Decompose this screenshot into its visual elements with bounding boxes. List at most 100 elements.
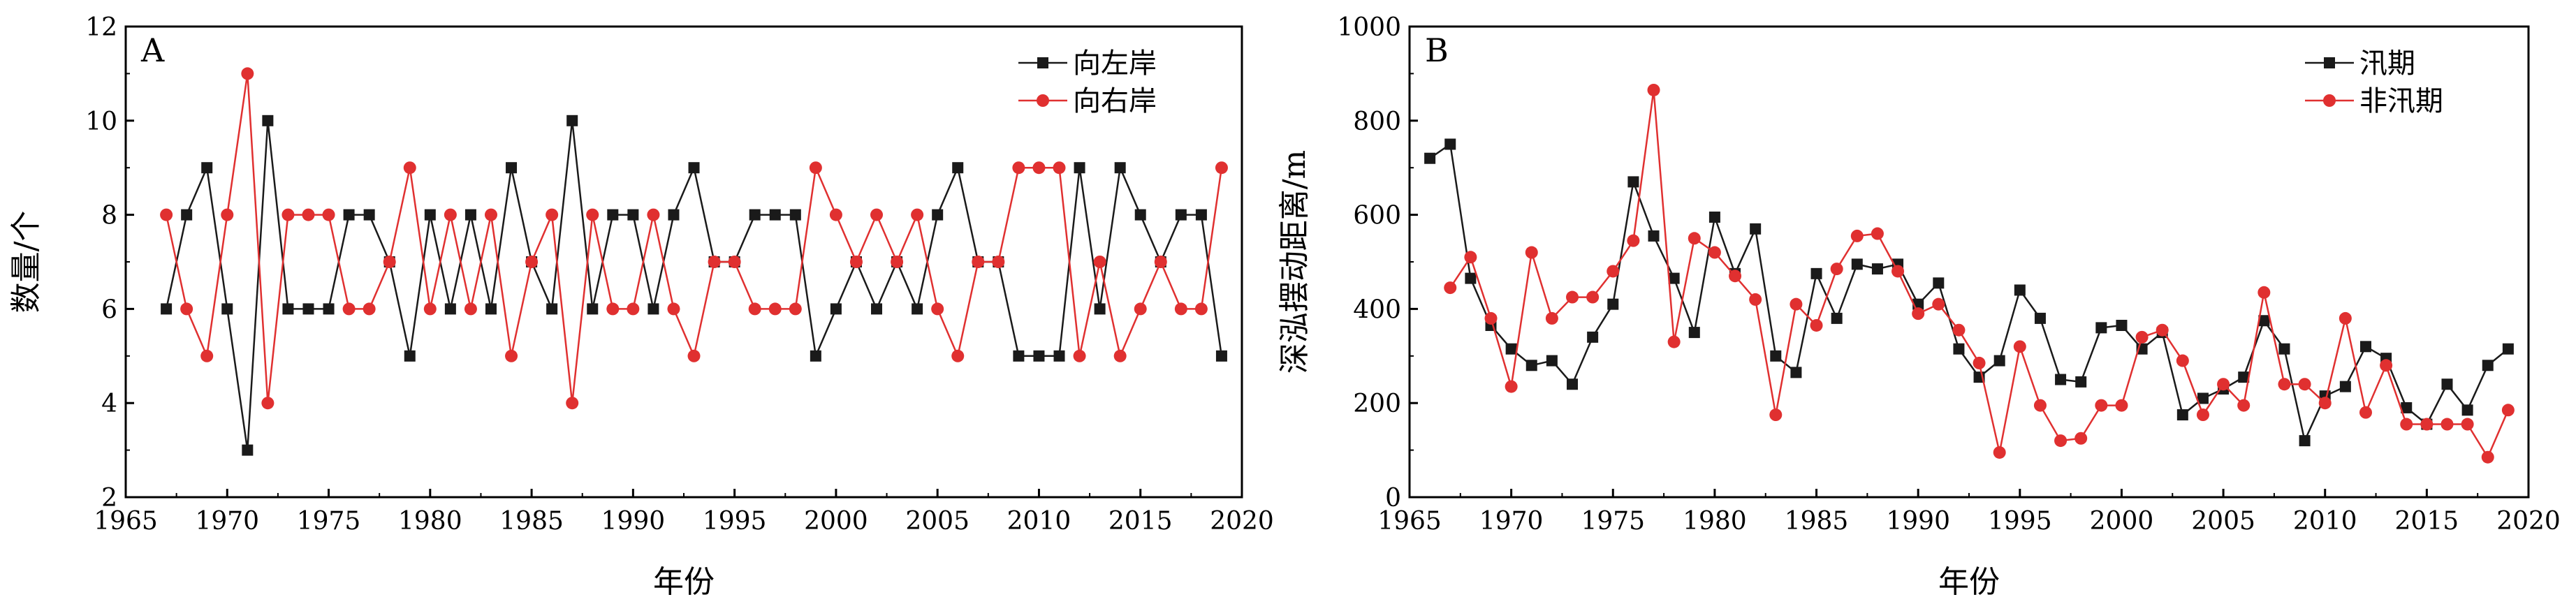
data-point (849, 256, 863, 268)
data-point (2359, 341, 2371, 353)
data-point (1094, 303, 1106, 315)
data-point (1465, 272, 1477, 284)
data-point (1525, 360, 1537, 371)
data-point (2055, 374, 2067, 385)
y-tick-label: 800 (1353, 108, 1401, 136)
data-point (1648, 230, 1660, 242)
y-tick-label: 400 (1353, 295, 1401, 324)
data-point (484, 208, 497, 221)
data-point (1607, 298, 1619, 310)
data-point (383, 256, 396, 268)
y-axis-title: 深泓摆动距离/m (1277, 150, 1312, 374)
y-tick-label: 2 (101, 484, 117, 513)
x-tick-label: 1985 (1785, 507, 1849, 536)
legend-marker (2323, 94, 2336, 107)
data-point (931, 302, 944, 316)
data-point (2359, 406, 2372, 419)
x-axis-title: 年份 (653, 564, 715, 600)
data-point (606, 302, 620, 316)
data-point (1912, 307, 1925, 321)
data-point (1667, 335, 1681, 348)
data-point (1932, 297, 1945, 311)
data-point (912, 303, 923, 315)
x-tick-label: 1965 (1377, 507, 1442, 536)
x-tick-label: 2020 (2496, 507, 2561, 536)
data-point (2400, 418, 2413, 431)
data-point (423, 302, 437, 316)
data-point (2339, 381, 2351, 392)
data-point (668, 209, 680, 221)
data-point (566, 115, 578, 126)
legend-label: 汛期 (2359, 47, 2415, 80)
data-point (1464, 251, 1477, 264)
data-point (363, 209, 375, 221)
data-point (525, 256, 539, 268)
data-point (1093, 256, 1106, 268)
data-point (485, 303, 497, 315)
data-point (506, 162, 518, 174)
panel-b: 1965 1970 1975 1980 1985 1990 1995 2000 2005 2010… (1277, 13, 2561, 600)
data-point (1424, 152, 1436, 164)
x-tick-label: 1975 (1581, 507, 1645, 536)
data-point (2196, 408, 2209, 422)
data-point (688, 162, 700, 174)
data-point (1195, 209, 1207, 221)
data-point (1053, 350, 1065, 362)
data-point (1933, 277, 1945, 289)
data-point (161, 303, 173, 315)
data-point (1749, 293, 1762, 306)
data-point (830, 303, 842, 315)
data-point (322, 208, 335, 221)
data-point (1586, 290, 1600, 304)
data-point (2197, 392, 2209, 404)
data-point (1769, 408, 1783, 422)
data-point (1053, 161, 1066, 175)
data-point (2441, 378, 2453, 390)
data-point (343, 209, 355, 221)
data-point (1871, 227, 1884, 240)
data-point (2440, 418, 2454, 431)
data-point (647, 303, 659, 315)
data-point (282, 303, 294, 315)
data-point (323, 303, 335, 315)
y-tick-label: 12 (85, 13, 117, 42)
x-tick-label: 1990 (1886, 507, 1950, 536)
data-point (2461, 418, 2474, 431)
data-point (1154, 256, 1167, 268)
data-point (1810, 267, 1822, 279)
data-point (2278, 343, 2290, 355)
data-point (2257, 286, 2271, 299)
x-tick-label: 1990 (601, 507, 666, 536)
data-point (1790, 367, 1802, 378)
data-point (2176, 354, 2189, 367)
data-point (829, 208, 842, 221)
data-point (546, 303, 558, 315)
data-point (1993, 446, 2006, 459)
data-point (687, 349, 701, 362)
data-point (1688, 327, 1700, 339)
legend-label: 向右岸 (1073, 85, 1157, 117)
data-point (2420, 418, 2434, 431)
data-point (728, 256, 741, 268)
x-tick-label: 2020 (1210, 507, 1274, 536)
y-axis-title: 数量/个 (8, 211, 44, 314)
data-point (891, 256, 904, 268)
data-point (444, 208, 457, 221)
data-point (769, 209, 781, 221)
data-point (464, 302, 477, 316)
legend-marker (1037, 94, 1049, 107)
data-point (1444, 138, 1456, 150)
data-point (2482, 360, 2494, 371)
data-point (1627, 234, 1640, 247)
data-point (2217, 378, 2230, 391)
data-point (2013, 340, 2026, 353)
data-point (2298, 378, 2311, 391)
data-point (1729, 270, 1742, 283)
data-point (2156, 323, 2169, 337)
data-point (444, 303, 456, 315)
data-point (281, 208, 295, 221)
data-point (180, 302, 193, 316)
data-point (1134, 209, 1146, 221)
data-point (1444, 281, 1457, 295)
data-point (2054, 434, 2068, 448)
